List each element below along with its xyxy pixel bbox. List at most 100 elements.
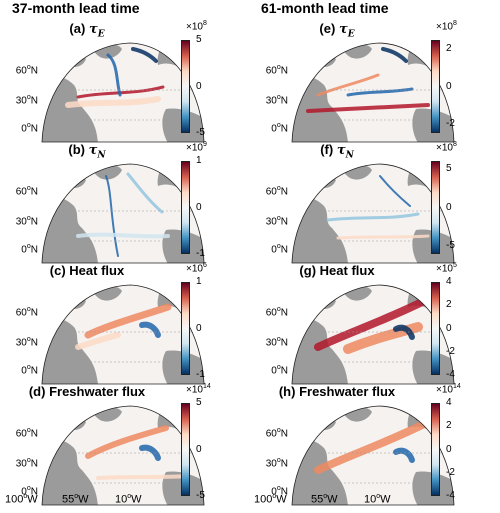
colorbar: [181, 40, 190, 133]
colorbar-tick-label: 0: [446, 322, 452, 334]
anomaly-feature: [343, 322, 423, 354]
map-border: [291, 42, 455, 143]
panel-variable: Heat flux: [69, 263, 125, 278]
panel-variable: τ: [88, 143, 98, 158]
panel-variable-subscript: E: [97, 29, 105, 40]
colorbar-tick-label: 0: [446, 80, 452, 92]
lat-label-60n: 60oN: [15, 427, 38, 440]
panel-f: (f) τN 60oN 30oN 0oN ×108 5 0 -5: [250, 141, 500, 264]
lat-label-30n: 30oN: [15, 94, 38, 107]
land-mass: [50, 293, 86, 309]
land-mass: [300, 293, 336, 309]
map-border: [291, 405, 455, 506]
anomaly-feature: [326, 212, 420, 222]
map-d: [41, 405, 205, 506]
colorbar-tick-label: 4: [446, 276, 452, 287]
colorbar-tick-label: -1: [196, 248, 205, 259]
lat-label-0n: 0oN: [21, 122, 38, 135]
map-border: [41, 284, 205, 385]
lat-label-60n: 60oN: [15, 306, 38, 319]
colorbar: [181, 282, 190, 375]
panel-variable: τ: [336, 143, 346, 158]
colorbar: [181, 403, 190, 496]
colorbar-tick-label: -4: [446, 369, 455, 380]
lat-label-30n: 30oN: [265, 94, 288, 107]
lat-label-60n: 60oN: [265, 185, 288, 198]
colorbar-tick-label: 5: [196, 397, 202, 408]
colorbar-tick-label: -5: [446, 240, 455, 252]
land-mass: [50, 414, 86, 430]
map-border: [41, 163, 205, 264]
colorbar: [431, 403, 440, 496]
lat-label-0n: 0oN: [21, 364, 38, 377]
anomaly-feature: [139, 444, 161, 461]
anomaly-feature: [126, 172, 164, 214]
colorbar-scale: ×109: [186, 141, 207, 154]
colorbar-tick-label: -5: [196, 127, 205, 138]
colorbar-scale: ×105: [436, 262, 457, 275]
anomaly-feature: [379, 175, 411, 207]
anomaly-feature: [96, 474, 190, 480]
land-mass: [50, 51, 86, 67]
panel-letter: (d): [28, 384, 46, 399]
anomaly-feature: [85, 425, 169, 459]
colorbar-tick-label: 5: [446, 162, 452, 174]
land-mass: [300, 172, 336, 188]
lat-label-30n: 30oN: [265, 457, 288, 470]
anomaly-feature: [131, 47, 158, 63]
colorbar-tick-label: 0: [446, 201, 452, 213]
panel-d: (d) Freshwater flux 60oN 30oN 0oN ×1014 5 0 -5: [0, 383, 250, 506]
map-h: [291, 405, 455, 506]
map-border: [41, 42, 205, 143]
panel-variable-subscript: E: [347, 29, 355, 40]
anomaly-feature: [393, 447, 415, 463]
colorbar-tick-label: -2: [446, 466, 455, 478]
panel-letter: (h): [278, 384, 296, 399]
anomaly-feature: [393, 324, 415, 340]
map-a: [41, 42, 205, 143]
map-e: [291, 42, 455, 143]
colorbar-tick-label: 4: [446, 397, 452, 408]
anomaly-feature: [65, 96, 161, 108]
colorbar-tick-label: 1: [196, 276, 202, 287]
land-mass: [300, 51, 336, 67]
panel-c: (c) Heat flux 60oN 30oN 0oN ×106 1 0 -1: [0, 262, 250, 385]
colorbar-scale: ×108: [436, 20, 457, 33]
land-mass: [50, 172, 86, 188]
lat-label-0n: 0oN: [21, 485, 38, 498]
colorbar-tick-label: -2: [446, 345, 455, 357]
anomaly-feature: [105, 175, 119, 257]
colorbar: [431, 161, 440, 254]
panel-letter: (b): [68, 142, 85, 157]
panel-e: (e) τE 60oN 30oN 0oN ×108 2 0 -2: [250, 20, 500, 143]
map-border: [291, 163, 455, 264]
lon-label-10w: 10oW: [115, 493, 142, 506]
colorbar-tick-label: -5: [196, 490, 205, 501]
colorbar-scale: ×106: [186, 262, 207, 275]
map-f: [291, 163, 455, 264]
map-b: [41, 163, 205, 264]
panel-letter: (f): [320, 142, 334, 157]
panel-variable: τ: [88, 22, 98, 37]
lon-label-100w: 100oW: [5, 493, 38, 506]
colorbar: [431, 40, 440, 133]
lat-label-30n: 30oN: [15, 336, 38, 349]
lat-label-60n: 60oN: [265, 427, 288, 440]
lat-label-30n: 30oN: [265, 215, 288, 228]
map-border: [291, 284, 455, 385]
colorbar-tick-label: -2: [446, 117, 455, 129]
lon-label-55w: 55oW: [62, 493, 89, 506]
lat-label-60n: 60oN: [265, 306, 288, 319]
colorbar-tick-label: 0: [196, 80, 202, 92]
land-mass: [300, 414, 336, 430]
colorbar-tick-label: 1: [196, 155, 202, 166]
colorbar-tick-label: 0: [446, 443, 452, 455]
anomaly-feature: [75, 332, 121, 350]
panel-variable-subscript: N: [345, 150, 354, 161]
panel-g: (g) Heat flux 60oN 30oN 0oN ×105 4 2 0 -2 -4: [250, 262, 500, 385]
anomaly-feature: [306, 103, 430, 113]
colorbar-tick-label: 0: [196, 322, 202, 334]
panel-title: (f) τN: [262, 142, 412, 161]
colorbar-tick-label: -4: [446, 490, 455, 501]
anomaly-feature: [139, 321, 161, 338]
